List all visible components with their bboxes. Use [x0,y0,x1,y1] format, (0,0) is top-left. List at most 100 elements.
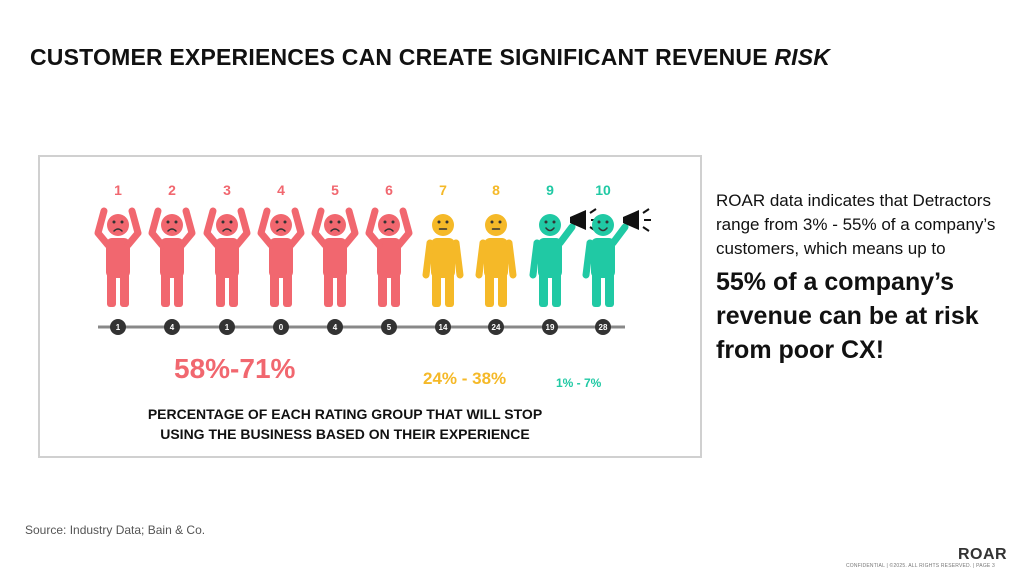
figure-arm [529,239,541,279]
figure-arm [365,207,383,249]
rating-figure-5: 54 [311,182,359,335]
face-mouth [113,228,123,232]
figure-leg [539,271,548,307]
face-mouth [167,228,177,232]
figure-arm [203,207,221,249]
face-mouth [384,228,394,232]
figure-head [270,214,292,236]
figure-body [215,238,239,278]
megaphone-horn [570,210,586,230]
footer-confidential: CONFIDENTIAL | ©2025. ALL RIGHTS RESERVE… [846,563,996,569]
figure-head [432,214,454,236]
figure-leg [216,271,225,307]
rating-figure-7: 7 14 [422,182,464,335]
figure-head [592,214,614,236]
timeline-node-count: 1 [116,323,121,332]
rating-figure-6: 65 [365,182,413,335]
timeline-node-count: 4 [333,323,338,332]
timeline-node [435,319,451,335]
title-emphasis: RISK [774,44,831,70]
rating-score-label: 1 [114,182,122,198]
timeline-node [595,319,611,335]
megaphone-icon [623,208,651,232]
figure-leg [161,271,170,307]
figure-head [539,214,561,236]
figure-leg [485,271,494,307]
face-mouth [276,228,286,232]
face-mouth [598,227,608,232]
passive-percentage: 24% - 38% [423,369,507,388]
figure-arm [148,207,166,249]
figure-arm [556,223,576,247]
source-note: Source: Industry Data; Bain & Co. [25,523,206,537]
infographic-panel: 1 1 2 4 3 1 4 0 5 4 6 5 7 14 8 24 9 19 10 28 58%-71% 24% - … [38,155,702,458]
figure-leg [120,271,129,307]
rating-score-label: 5 [331,182,339,198]
rating-score-label: 6 [385,182,393,198]
rating-figure-2: 24 [148,182,196,335]
figure-arm [178,207,196,249]
side-text-normal: ROAR data indicates that Detractors rang… [716,191,996,258]
figure-body [538,238,562,278]
timeline-node-count: 0 [279,323,284,332]
rating-figure-9: 9 19 [529,182,598,335]
timeline-node-count: 1 [225,323,230,332]
figure-arm [94,207,112,249]
face-eye [329,220,333,224]
face-eye [112,220,116,224]
sound-wave [642,208,650,214]
figure-head [161,214,183,236]
rating-figure-10: 10 28 [582,182,651,335]
figure-arm [395,207,413,249]
figure-arm [475,239,487,279]
figure-leg [283,271,292,307]
timeline-node [488,319,504,335]
timeline-node [110,319,126,335]
timeline-node-count: 4 [170,323,175,332]
figure-leg [605,271,614,307]
face-eye [337,220,341,224]
figure-leg [107,271,116,307]
figure-leg [229,271,238,307]
timeline-node-count: 5 [387,323,392,332]
rating-figure-3: 31 [203,182,251,335]
figure-arm [124,207,142,249]
timeline-node [219,319,235,335]
figure-arm [422,239,434,279]
figure-leg [270,271,279,307]
face-eye [552,220,556,224]
figure-head [324,214,346,236]
figure-leg [391,271,400,307]
face-eye [490,220,494,224]
face-eye [275,220,279,224]
rating-score-label: 10 [595,182,611,198]
rating-figure-8: 8 24 [475,182,517,335]
figure-body [106,238,130,278]
figure-leg [337,271,346,307]
figure-arm [341,207,359,249]
slide-title: CUSTOMER EXPERIENCES CAN CREATE SIGNIFIC… [30,44,830,71]
figure-arm [311,207,329,249]
face-mouth [330,228,340,232]
figure-arm [609,223,629,247]
figure-arm [257,207,275,249]
face-eye [445,220,449,224]
infographic-caption: PERCENTAGE OF EACH RATING GROUP THAT WIL… [140,404,550,444]
rating-figure-4: 40 [257,182,305,335]
timeline-node-count: 24 [492,323,501,332]
face-eye [437,220,441,224]
face-eye [544,220,548,224]
rating-score-label: 3 [223,182,231,198]
figure-leg [592,271,601,307]
face-eye [283,220,287,224]
figure-body [591,238,615,278]
timeline-node [327,319,343,335]
timeline-node [542,319,558,335]
figure-leg [552,271,561,307]
figure-leg [445,271,454,307]
figure-leg [498,271,507,307]
promoter-percentage: 1% - 7% [556,376,602,390]
face-eye [174,220,178,224]
timeline-node-count: 28 [599,323,608,332]
timeline-node-count: 14 [439,323,448,332]
